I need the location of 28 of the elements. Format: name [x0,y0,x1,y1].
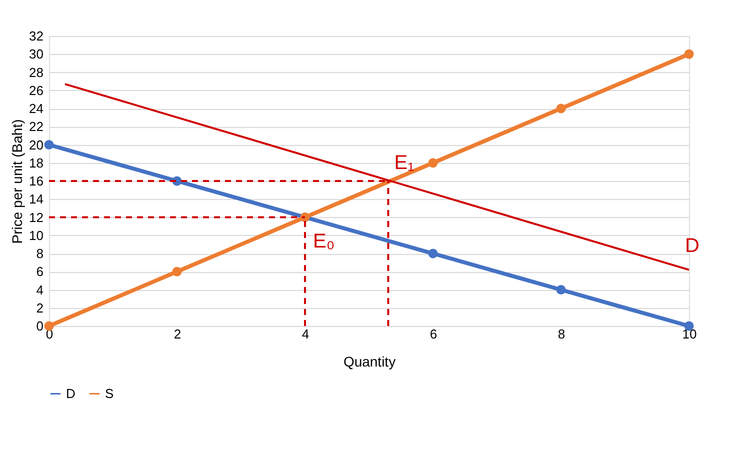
y-tick-label: 32 [29,28,44,44]
y-tick-label: 14 [29,192,44,207]
y-tick-label: 10 [29,228,44,243]
y-tick-label: 28 [29,64,44,80]
legend-label: S [105,386,114,401]
x-tick-label: 8 [558,326,566,342]
y-tick-label: 8 [36,246,44,261]
y-tick-label: 30 [29,46,44,62]
x-tick-label: 6 [430,326,438,342]
y-tick-label: 24 [29,101,44,116]
annotation: E₀ [313,230,335,252]
y-tick-label: 2 [36,300,44,316]
annotation: D [685,234,700,257]
y-axis-title: Price per unit (Baht) [9,119,26,244]
x-axis-title: Quantity [343,354,396,370]
x-tick-label: 2 [174,326,182,342]
y-tick-label: 6 [36,264,44,280]
y-tick-label: 16 [29,174,44,188]
legend-label: D [66,386,76,401]
y-tick-label: 26 [29,82,44,98]
x-tick-label: 10 [682,326,697,342]
y-tick-label: 4 [36,282,44,298]
annotation: E₁ [394,152,415,174]
y-tick-label: 18 [29,155,44,170]
y-tick-label: 12 [29,210,44,225]
y-tick-label: 20 [29,137,44,152]
y-tick-label: 22 [29,119,44,134]
x-tick-label: 4 [302,326,310,342]
